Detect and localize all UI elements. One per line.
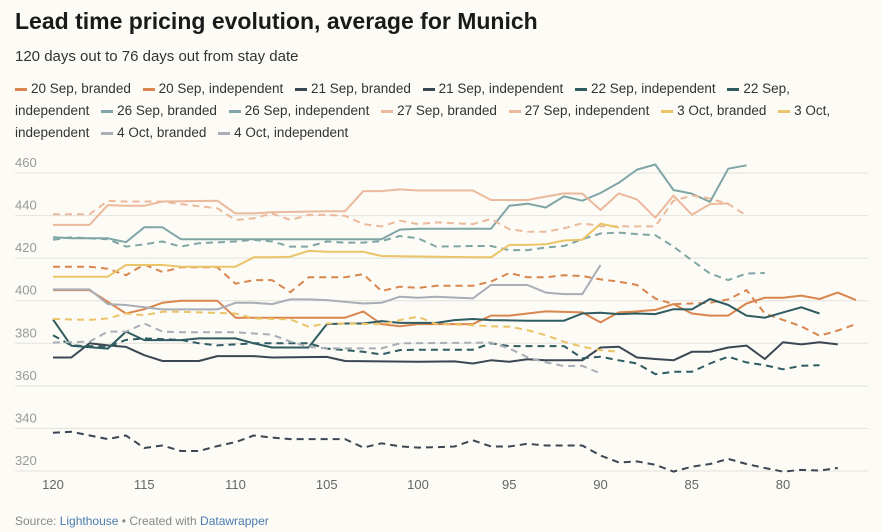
legend-swatch	[142, 87, 155, 91]
series-line-12	[52, 322, 601, 375]
legend-swatch	[228, 109, 241, 113]
legend-item: 4 Oct, independent	[218, 125, 348, 140]
y-tick-label: 420	[15, 240, 37, 255]
legend-swatch	[727, 87, 740, 91]
y-tick-label: 320	[15, 453, 37, 468]
legend: 20 Sep, branded 20 Sep, independent 21 S…	[15, 78, 870, 144]
series-line-13	[53, 264, 602, 311]
legend-label: 22 Sep, independent	[591, 81, 716, 96]
y-tick-label: 340	[15, 410, 37, 425]
legend-swatch	[101, 109, 114, 113]
legend-swatch	[661, 109, 674, 113]
series-line-1	[53, 289, 857, 328]
separator: •	[121, 514, 126, 528]
legend-label: 22 Sep, independent	[15, 81, 790, 118]
series-line-4	[52, 334, 820, 376]
series-line-10	[52, 310, 619, 353]
legend-swatch	[575, 87, 587, 91]
x-tick-label: 110	[225, 477, 246, 492]
legend-label: 26 Sep, branded	[117, 103, 217, 118]
y-tick-label: 440	[15, 198, 37, 213]
legend-label: 3 Oct, independent	[15, 103, 831, 140]
legend-label: 26 Sep, independent	[244, 103, 370, 118]
legend-swatch	[381, 109, 394, 113]
legend-swatch	[101, 131, 114, 135]
series-line-11	[53, 222, 620, 278]
legend-label: 4 Oct, independent	[234, 125, 349, 140]
legend-swatch	[508, 109, 521, 113]
legend-swatch	[295, 87, 307, 91]
legend-item: 4 Oct, branded	[101, 125, 206, 140]
x-tick-label: 90	[593, 477, 607, 492]
legend-item: 20 Sep, independent	[142, 81, 284, 96]
y-tick-label: 380	[15, 325, 37, 340]
series-line-6	[52, 231, 765, 282]
legend-item: 26 Sep, branded	[101, 103, 217, 118]
source-link[interactable]: Lighthouse	[59, 514, 119, 528]
series-line-0	[53, 263, 857, 337]
chart-title: Lead time pricing evolution, average for…	[15, 8, 538, 34]
x-tick-label: 115	[134, 477, 155, 492]
y-tick-label: 400	[15, 283, 37, 298]
series-line-8	[53, 194, 748, 233]
legend-item: 22 Sep, independent	[575, 81, 716, 96]
legend-item: 3 Oct, branded	[661, 103, 766, 118]
series-line-5	[52, 298, 820, 350]
series-line-9	[53, 188, 729, 226]
legend-label: 20 Sep, independent	[158, 81, 284, 96]
source-label: Source:	[15, 514, 57, 528]
legend-item: 21 Sep, independent	[422, 81, 564, 96]
legend-item: 27 Sep, independent	[508, 103, 650, 118]
legend-item: 21 Sep, branded	[295, 81, 411, 96]
datawrapper-link[interactable]: Datawrapper	[200, 514, 269, 528]
series-line-7	[52, 163, 747, 244]
legend-swatch	[422, 87, 435, 91]
y-tick-label: 360	[15, 368, 37, 383]
series-line-3	[53, 341, 838, 365]
series-line-2	[52, 430, 838, 473]
legend-item: 3 Oct, independent	[15, 103, 830, 140]
legend-label: 27 Sep, independent	[524, 103, 650, 118]
legend-label: 4 Oct, branded	[117, 125, 207, 140]
legend-item: 27 Sep, branded	[381, 103, 497, 118]
legend-swatch	[778, 109, 791, 113]
legend-swatch	[218, 131, 231, 135]
legend-label: 27 Sep, branded	[397, 103, 497, 118]
legend-swatch	[15, 87, 27, 91]
created-label: Created with	[129, 514, 197, 528]
x-tick-label: 85	[685, 477, 699, 492]
legend-item: 26 Sep, independent	[228, 103, 370, 118]
legend-label: 20 Sep, branded	[31, 81, 131, 96]
legend-item: 22 Sep, independent	[15, 81, 790, 118]
y-tick-label: 460	[15, 155, 37, 170]
legend-label: 3 Oct, branded	[677, 103, 767, 118]
x-tick-label: 100	[407, 477, 429, 492]
chart-subtitle: 120 days out to 76 days out from stay da…	[15, 48, 299, 65]
legend-label: 21 Sep, independent	[438, 81, 564, 96]
x-tick-label: 95	[502, 477, 516, 492]
x-tick-label: 105	[316, 477, 338, 492]
legend-item: 20 Sep, branded	[15, 81, 131, 96]
x-tick-label: 120	[42, 477, 64, 492]
legend-label: 21 Sep, branded	[311, 81, 411, 96]
footer: Source: Lighthouse • Created with Datawr…	[15, 514, 269, 528]
x-tick-label: 80	[776, 477, 790, 492]
